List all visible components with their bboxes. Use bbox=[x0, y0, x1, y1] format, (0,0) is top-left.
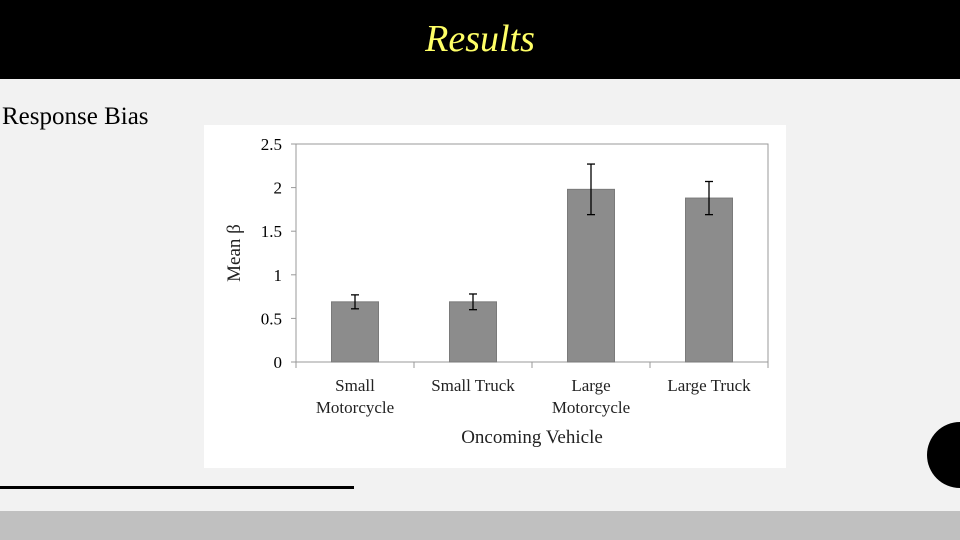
x-tick-label: Large Truck bbox=[667, 376, 751, 395]
next-slide-button[interactable] bbox=[927, 422, 960, 488]
slide-subtitle: Response Bias bbox=[2, 103, 149, 130]
bar bbox=[449, 301, 497, 363]
x-tick-label: Small bbox=[335, 376, 375, 395]
y-tick-label: 0 bbox=[274, 353, 283, 372]
divider-line bbox=[0, 486, 354, 489]
y-tick-label: 1.5 bbox=[261, 222, 282, 241]
y-tick-label: 0.5 bbox=[261, 309, 282, 328]
y-tick-label: 1 bbox=[274, 266, 283, 285]
bar bbox=[567, 188, 615, 363]
x-tick-label: Large bbox=[571, 376, 610, 395]
bar bbox=[331, 301, 379, 363]
y-tick-label: 2 bbox=[274, 179, 283, 198]
bar-chart: 0 0.5 1 1.5 2 2.5 Small Motorcycle Small Truck La… bbox=[204, 125, 786, 468]
title-bar bbox=[0, 0, 960, 79]
bar bbox=[685, 197, 733, 363]
chart-svg: 0 0.5 1 1.5 2 2.5 Small Motorcycle Small Truck La… bbox=[224, 135, 769, 448]
y-axis-title: Mean β bbox=[224, 224, 245, 282]
x-tick-label: Motorcycle bbox=[552, 398, 630, 417]
y-tick-label: 2.5 bbox=[261, 135, 282, 154]
x-axis-title: Oncoming Vehicle bbox=[461, 427, 603, 448]
slide-title: Results bbox=[425, 18, 535, 60]
x-tick-label: Small Truck bbox=[431, 376, 515, 395]
footer-bar bbox=[0, 511, 960, 540]
x-tick-label: Motorcycle bbox=[316, 398, 394, 417]
